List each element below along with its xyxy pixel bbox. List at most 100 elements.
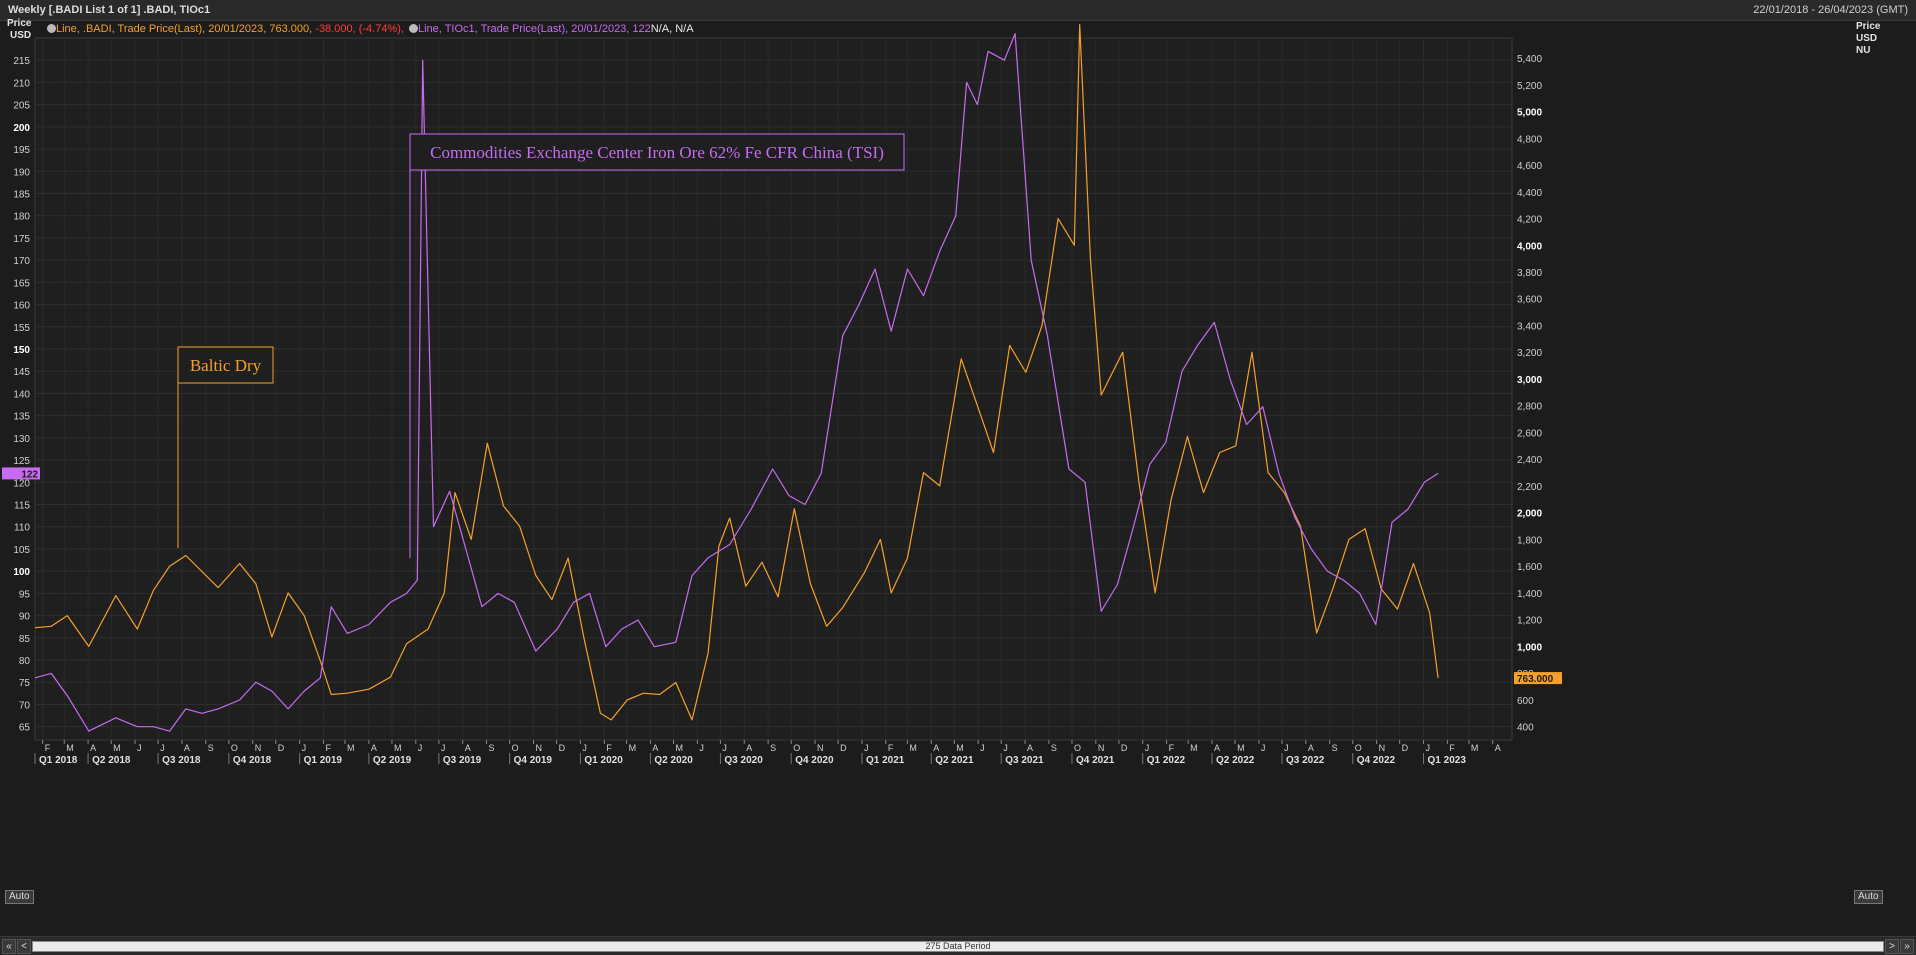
right-tick-label: 5,200	[1517, 81, 1542, 92]
month-label: F	[45, 743, 51, 753]
month-label: M	[1471, 743, 1479, 753]
right-tick-label: 3,200	[1517, 348, 1542, 359]
quarter-label: Q1 2020	[584, 755, 623, 766]
left-tick-label: 100	[13, 567, 30, 578]
clock-icon[interactable]	[409, 24, 418, 33]
quarter-label: Q1 2018	[39, 755, 78, 766]
month-label: N	[1379, 743, 1386, 753]
left-tick-label: 165	[13, 278, 30, 289]
month-label: A	[1495, 743, 1501, 753]
quarter-label: Q4 2021	[1076, 755, 1115, 766]
month-label: S	[1332, 743, 1338, 753]
chart-header: Weekly [.BADI List 1 of 1] .BADI, TIOc1 …	[0, 0, 1916, 21]
month-label: J	[302, 743, 307, 753]
month-label: A	[652, 743, 658, 753]
chart-svg[interactable]: 65 70 75 80 85 90 95 100 105 110 115 120 125 130 135 14…	[0, 20, 1916, 936]
right-tick-label: 2,200	[1517, 482, 1542, 493]
left-tick-label: 85	[19, 634, 31, 645]
scroll-next-button[interactable]: >	[1885, 939, 1899, 954]
month-label: M	[1190, 743, 1198, 753]
month-label: J	[160, 743, 165, 753]
right-axis-title-3: NU	[1856, 45, 1871, 56]
left-tick-label: 135	[13, 412, 30, 423]
scroll-track[interactable]: 275 Data Period	[32, 941, 1884, 952]
left-tick-label: 130	[13, 434, 30, 445]
legend-badi[interactable]: Line, .BADI, Trade Price(Last), 20/01/20…	[56, 23, 313, 35]
left-tick-label: 65	[19, 723, 31, 734]
month-label: O	[231, 743, 238, 753]
right-tick-label: 2,400	[1517, 455, 1542, 466]
month-label: N	[817, 743, 824, 753]
month-label: J	[582, 743, 587, 753]
month-label: F	[888, 743, 894, 753]
left-tick-label: 90	[19, 612, 31, 623]
left-tick-label: 115	[14, 501, 30, 512]
month-label: J	[1003, 743, 1008, 753]
left-tick-label: 185	[13, 190, 30, 201]
legend-badi-change: -38.000, (-4.74%),	[312, 23, 404, 35]
quarter-label: Q3 2019	[443, 755, 482, 766]
series-line-badi	[34, 23, 1439, 721]
quarter-label: Q2 2021	[935, 755, 974, 766]
left-tick-label: 140	[13, 389, 30, 400]
left-tick-label: 150	[13, 345, 30, 356]
right-tick-label: 2,800	[1517, 402, 1542, 413]
right-tick-label: 3,800	[1517, 268, 1542, 279]
right-tick-label: 1,600	[1517, 562, 1542, 573]
scroll-bar[interactable]: « < 275 Data Period > »	[0, 936, 1916, 955]
quarter-label: Q1 2019	[304, 755, 343, 766]
right-tick-label: 4,200	[1517, 215, 1542, 226]
right-tick-label: 1,000	[1517, 642, 1542, 653]
legend-tio[interactable]: Line, TIOc1, Trade Price(Last), 20/01/20…	[418, 23, 651, 35]
last-value-label: 122	[21, 469, 38, 480]
right-tick-label: 1,800	[1517, 535, 1542, 546]
quarter-label: Q2 2020	[654, 755, 693, 766]
series-line-tioc1	[34, 33, 1439, 732]
auto-scale-right-button[interactable]: Auto	[1854, 890, 1883, 904]
month-label: S	[489, 743, 495, 753]
month-label: M	[675, 743, 683, 753]
data-period-label: 275 Data Period	[925, 941, 991, 951]
month-label: J	[137, 743, 142, 753]
right-tick-label: 4,000	[1517, 241, 1542, 252]
right-tick-label: 3,400	[1517, 321, 1542, 332]
month-label: D	[559, 743, 566, 753]
last-value-label: 763.000	[1517, 674, 1554, 685]
quarter-label: Q4 2018	[233, 755, 272, 766]
month-label: J	[980, 743, 985, 753]
left-tick-label: 110	[14, 523, 30, 534]
left-tick-label: 155	[13, 323, 30, 334]
month-label: F	[325, 743, 331, 753]
month-label: J	[864, 743, 869, 753]
month-label: J	[418, 743, 423, 753]
month-label: A	[1214, 743, 1220, 753]
legend-tio-na: N/A, N/A	[650, 23, 694, 35]
left-axis-title-2: USD	[10, 30, 32, 41]
left-tick-label: 80	[19, 656, 31, 667]
month-label: O	[1355, 743, 1362, 753]
month-label: J	[722, 743, 727, 753]
month-label: A	[90, 743, 96, 753]
scroll-last-button[interactable]: »	[1900, 939, 1914, 954]
annotation-box	[177, 346, 274, 384]
month-label: D	[840, 743, 847, 753]
month-label: M	[909, 743, 917, 753]
month-label: M	[394, 743, 402, 753]
right-tick-label: 4,800	[1517, 134, 1542, 145]
month-label: J	[699, 743, 704, 753]
auto-scale-left-button[interactable]: Auto	[5, 890, 34, 904]
left-tick-label: 105	[13, 545, 30, 556]
month-label: S	[1051, 743, 1057, 753]
month-label: J	[441, 743, 446, 753]
right-axis-title-2: USD	[1856, 33, 1878, 44]
right-tick-label: 4,600	[1517, 161, 1542, 172]
month-label: A	[184, 743, 190, 753]
right-tick-label: 400	[1517, 723, 1534, 734]
clock-icon[interactable]	[47, 24, 56, 33]
quarter-label: Q2 2019	[373, 755, 412, 766]
right-tick-label: 3,000	[1517, 375, 1542, 386]
scroll-prev-button[interactable]: <	[17, 939, 31, 954]
scroll-first-button[interactable]: «	[2, 939, 16, 954]
left-tick-label: 160	[13, 301, 30, 312]
month-label: D	[1121, 743, 1128, 753]
